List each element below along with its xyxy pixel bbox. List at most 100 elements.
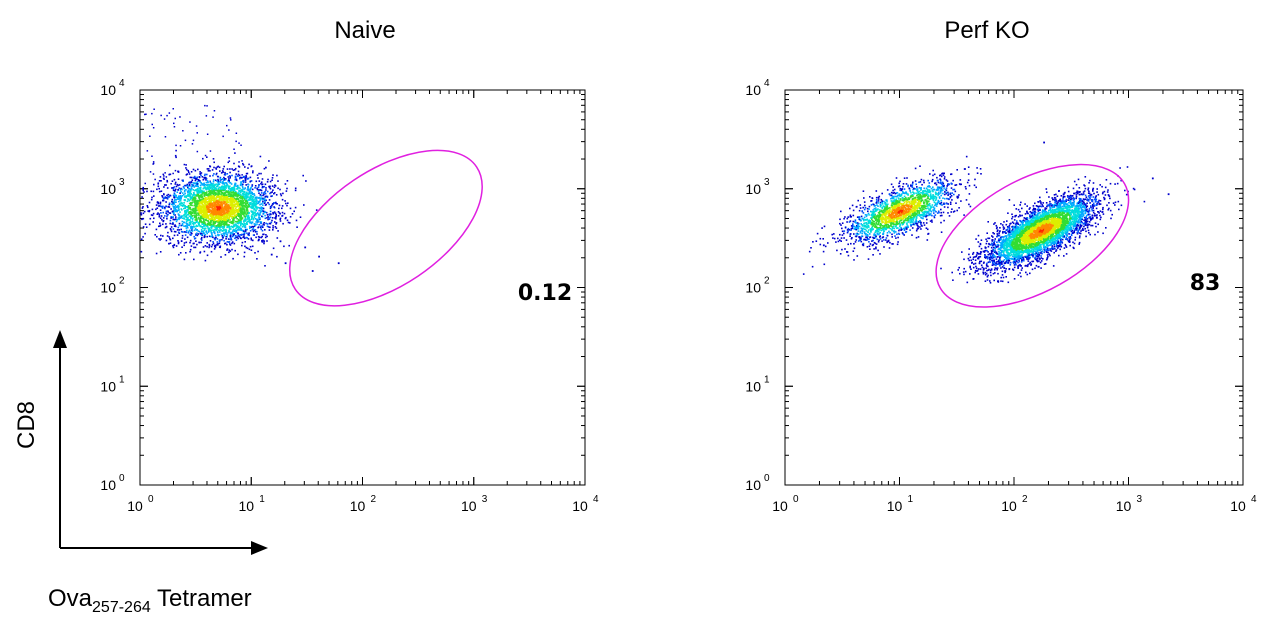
event-dot: [204, 221, 206, 224]
event-dot: [233, 217, 235, 220]
event-dot: [913, 206, 915, 208]
event-dot: [213, 231, 216, 233]
event-dot: [239, 189, 242, 192]
event-dot: [260, 221, 263, 223]
event-dot: [939, 179, 942, 181]
event-dot: [221, 214, 224, 216]
event-dot: [939, 178, 941, 180]
event-dot: [199, 251, 202, 253]
event-dot: [175, 156, 177, 159]
event-dot: [260, 207, 262, 210]
event-dot: [210, 209, 212, 211]
event-dot: [203, 197, 206, 200]
event-dot: [194, 219, 197, 221]
event-dot: [218, 221, 221, 224]
event-dot: [260, 182, 262, 185]
event-dot: [169, 228, 172, 230]
event-dot: [274, 226, 277, 228]
event-dot: [203, 174, 206, 177]
event-dot: [212, 174, 214, 177]
event-dot: [239, 213, 242, 216]
event-dot: [229, 187, 232, 190]
event-dot: [281, 211, 284, 214]
event-dot: [233, 197, 236, 199]
event-dot: [175, 218, 177, 220]
event-dot: [212, 195, 215, 197]
event-dot: [222, 237, 224, 239]
event-dot: [220, 221, 223, 223]
event-dot: [163, 193, 165, 196]
event-dot: [207, 183, 209, 186]
event-dot: [218, 183, 220, 185]
event-dot: [213, 186, 215, 189]
event-dot: [843, 217, 845, 220]
event-dot: [220, 229, 222, 231]
event-dot: [184, 184, 187, 187]
event-dot: [895, 192, 898, 194]
event-dot: [242, 162, 244, 165]
event-dot: [900, 228, 903, 231]
event-dot: [224, 196, 227, 199]
event-dot: [176, 219, 178, 221]
event-dot: [268, 199, 271, 201]
event-dot: [194, 177, 196, 179]
event-dot: [185, 184, 188, 187]
event-dot: [269, 216, 272, 219]
event-dot: [231, 235, 234, 238]
event-dot: [174, 209, 177, 211]
event-dot: [183, 258, 186, 261]
event-dot: [255, 180, 258, 183]
event-dot: [210, 198, 213, 201]
event-dot: [211, 231, 213, 234]
event-dot: [188, 193, 191, 195]
event-dot: [237, 170, 240, 173]
event-dot: [206, 184, 208, 186]
event-dot: [903, 215, 905, 217]
event-dot: [215, 172, 218, 175]
event-dot: [256, 223, 258, 225]
event-dot: [243, 201, 245, 204]
event-dot: [147, 210, 149, 212]
event-dot: [914, 201, 916, 204]
event-dot: [168, 203, 171, 206]
event-dot: [143, 191, 145, 193]
event-dot: [254, 200, 256, 202]
event-dot: [140, 238, 143, 240]
event-dot: [208, 243, 211, 246]
event-dot: [247, 189, 250, 192]
event-dot: [189, 248, 192, 251]
event-dot: [226, 241, 229, 243]
event-dot: [189, 191, 191, 194]
event-dot: [214, 204, 216, 206]
event-dot: [189, 198, 192, 201]
event-dot: [938, 196, 941, 198]
event-dot: [184, 211, 186, 213]
event-dot: [188, 212, 191, 215]
event-dot: [859, 239, 861, 242]
event-dot: [224, 204, 226, 207]
event-dot: [844, 216, 846, 218]
event-dot: [190, 186, 193, 188]
event-dot: [210, 182, 212, 185]
event-dot: [217, 188, 220, 190]
event-dot: [211, 211, 213, 213]
event-dot: [219, 226, 221, 229]
event-dot: [263, 167, 266, 170]
event-dot: [164, 172, 166, 174]
event-dot: [206, 133, 209, 135]
event-dot: [911, 216, 913, 219]
event-dot: [191, 179, 194, 181]
event-dot: [251, 216, 254, 218]
event-dot: [176, 210, 178, 213]
event-dot: [206, 254, 209, 257]
event-dot: [184, 206, 186, 208]
event-dot: [191, 143, 194, 145]
event-dot: [200, 181, 202, 184]
event-dot: [160, 212, 162, 214]
event-dot: [176, 234, 179, 236]
event-dot: [192, 196, 195, 199]
event-dot: [169, 238, 172, 241]
event-dot: [936, 212, 939, 214]
event-dot: [874, 231, 876, 234]
event-dot: [172, 246, 175, 249]
